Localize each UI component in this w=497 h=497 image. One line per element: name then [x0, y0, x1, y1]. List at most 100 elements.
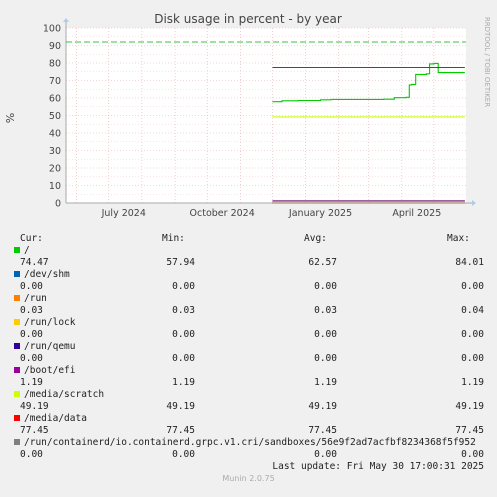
legend-item: /media/scratch — [0, 389, 497, 401]
last-update: Last update: Fri May 30 17:00:31 2025 — [272, 461, 484, 472]
legend-values: 77.45 77.45 77.45 77.45 — [0, 425, 497, 437]
legend-header-min: Min: — [162, 233, 185, 244]
y-axis: 0 10 20 30 40 50 60 70 80 90 100 — [43, 18, 69, 210]
y-tick-label: 40 — [49, 129, 61, 140]
legend-avg-value: 0.00 — [314, 353, 337, 364]
y-tick-label: 70 — [49, 76, 61, 87]
legend-swatch — [14, 343, 20, 349]
x-tick-label: April 2025 — [392, 208, 441, 219]
legend-item: /run — [0, 293, 497, 305]
x-tick-label: January 2025 — [288, 208, 352, 219]
last-update-row: Last update: Fri May 30 17:00:31 2025 — [0, 461, 497, 473]
series-lines — [66, 41, 466, 204]
legend-max-value: 49.19 — [455, 401, 484, 412]
legend-series-name: /media/data — [24, 413, 87, 424]
legend-series-name: /media/scratch — [24, 389, 105, 400]
legend-values: 74.47 57.94 62.57 84.01 — [0, 257, 497, 269]
disk-usage-chart: 0 10 20 30 40 50 60 70 80 90 100 July 2024 October … — [4, 12, 491, 219]
legend-header-cur: Cur: — [20, 233, 43, 244]
legend-rows: /74.47 57.94 62.57 84.01/dev/shm 0.00 0.00 0.0… — [0, 245, 497, 461]
legend-max-value: 84.01 — [455, 257, 484, 268]
legend-max-value: 0.04 — [461, 305, 484, 316]
legend-header: Cur: Min: Avg: Max: — [0, 233, 497, 245]
y-tick-label: 100 — [43, 24, 61, 35]
legend-cur-value: 1.19 — [20, 377, 43, 388]
legend-swatch — [14, 271, 20, 277]
series-line — [272, 62, 465, 103]
legend-values: 49.19 49.19 49.19 49.19 — [0, 401, 497, 413]
legend-swatch — [14, 391, 20, 397]
y-tick-label: 90 — [49, 41, 61, 52]
legend-avg-value: 0.00 — [314, 449, 337, 460]
legend-cur-value: 0.00 — [20, 353, 43, 364]
munin-version: Munin 2.0.75 — [222, 474, 275, 483]
legend-values: 1.19 1.19 1.19 1.19 — [0, 377, 497, 389]
legend-min-value: 0.00 — [172, 353, 195, 364]
legend-cur-value: 77.45 — [20, 425, 49, 436]
legend-avg-value: 1.19 — [314, 377, 337, 388]
y-tick-label: 0 — [55, 199, 61, 210]
legend-avg-value: 62.57 — [308, 257, 337, 268]
legend-series-name: /run — [24, 293, 47, 304]
legend-avg-value: 49.19 — [308, 401, 337, 412]
y-tick-label: 20 — [49, 164, 61, 175]
x-axis-arrow — [472, 200, 476, 206]
legend-series-name: /boot/efi — [24, 365, 76, 376]
legend-max-value: 1.19 — [461, 377, 484, 388]
legend-max-value: 0.00 — [461, 329, 484, 340]
legend-item: /run/containerd/io.containerd.grpc.v1.cr… — [0, 437, 497, 449]
legend-cur-value: 0.00 — [20, 281, 43, 292]
legend-swatch — [14, 415, 20, 421]
legend-swatch — [14, 367, 20, 373]
legend-swatch — [14, 295, 20, 301]
legend-max-value: 0.00 — [461, 353, 484, 364]
legend-swatch — [14, 439, 20, 445]
legend-series-name: /dev/shm — [24, 269, 70, 280]
legend-values: 0.00 0.00 0.00 0.00 — [0, 329, 497, 341]
legend-avg-value: 0.00 — [314, 281, 337, 292]
legend-avg-value: 0.00 — [314, 329, 337, 340]
legend-min-value: 0.00 — [172, 449, 195, 460]
legend-item: /media/data — [0, 413, 497, 425]
legend-swatch — [14, 319, 20, 325]
x-tick-label: October 2024 — [190, 208, 255, 219]
legend-values: 0.00 0.00 0.00 0.00 — [0, 449, 497, 461]
legend-header-max: Max: — [447, 233, 470, 244]
legend-min-value: 0.00 — [172, 281, 195, 292]
legend-max-value: 0.00 — [461, 449, 484, 460]
legend-item: /run/qemu — [0, 341, 497, 353]
y-tick-label: 10 — [49, 181, 61, 192]
legend-swatch — [14, 247, 20, 253]
y-tick-label: 80 — [49, 59, 61, 70]
legend-series-name: /run/containerd/io.containerd.grpc.v1.cr… — [24, 437, 476, 448]
legend-min-value: 1.19 — [172, 377, 195, 388]
legend-header-avg: Avg: — [304, 233, 327, 244]
legend-values: 0.03 0.03 0.03 0.04 — [0, 305, 497, 317]
y-axis-label: % — [4, 113, 17, 123]
legend: Cur: Min: Avg: Max: /74.47 57.94 62.57 84.0… — [0, 233, 497, 473]
legend-values: 0.00 0.00 0.00 0.00 — [0, 281, 497, 293]
chart-title: Disk usage in percent - by year — [154, 12, 342, 26]
legend-min-value: 49.19 — [166, 401, 195, 412]
legend-item: / — [0, 245, 497, 257]
legend-min-value: 57.94 — [166, 257, 195, 268]
legend-avg-value: 77.45 — [308, 425, 337, 436]
legend-item: /run/lock — [0, 317, 497, 329]
legend-cur-value: 0.00 — [20, 449, 43, 460]
legend-cur-value: 74.47 — [20, 257, 49, 268]
legend-max-value: 0.00 — [461, 281, 484, 292]
y-axis-arrow — [63, 18, 69, 22]
y-tick-label: 30 — [49, 146, 61, 157]
legend-avg-value: 0.03 — [314, 305, 337, 316]
legend-item: /boot/efi — [0, 365, 497, 377]
x-tick-label: July 2024 — [101, 208, 146, 219]
legend-values: 0.00 0.00 0.00 0.00 — [0, 353, 497, 365]
y-tick-label: 50 — [49, 111, 61, 122]
legend-series-name: / — [24, 245, 30, 256]
rrdtool-watermark: RRDTOOL / TOBI OETIKER — [483, 17, 491, 107]
legend-cur-value: 0.03 — [20, 305, 43, 316]
legend-max-value: 77.45 — [455, 425, 484, 436]
legend-cur-value: 49.19 — [20, 401, 49, 412]
legend-series-name: /run/qemu — [24, 341, 76, 352]
legend-item: /dev/shm — [0, 269, 497, 281]
